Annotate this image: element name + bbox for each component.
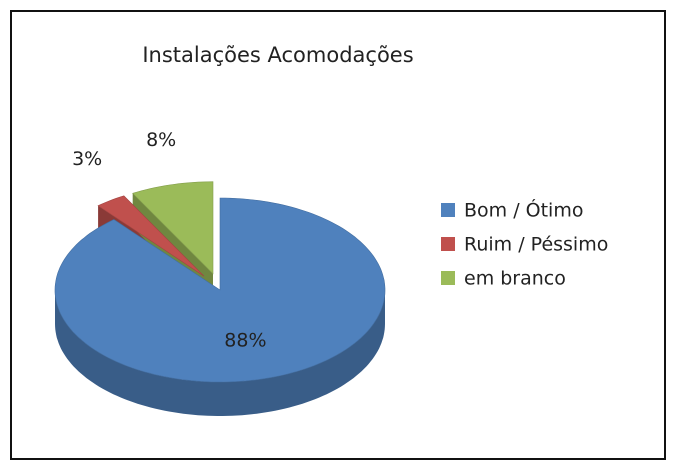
data-label: 8%: [146, 129, 176, 151]
legend-swatch: [441, 271, 455, 285]
slice: [54, 197, 386, 383]
legend-label: Ruim / Péssimo: [464, 234, 608, 256]
legend: Bom / Ótimo Ruim / Péssimo em branco: [441, 198, 608, 290]
legend-swatch: [441, 203, 455, 217]
legend-swatch: [441, 237, 455, 251]
data-label: 88%: [224, 329, 266, 351]
legend-label: em branco: [464, 268, 566, 290]
data-label: 3%: [72, 148, 102, 170]
chart-title: Instalações Acomodações: [142, 43, 413, 67]
slice: [97, 195, 205, 277]
pie: 88% 3% 8%: [54, 129, 386, 416]
legend-label: Bom / Ótimo: [464, 198, 583, 222]
slice-side: [55, 290, 385, 416]
slice: [132, 181, 214, 275]
